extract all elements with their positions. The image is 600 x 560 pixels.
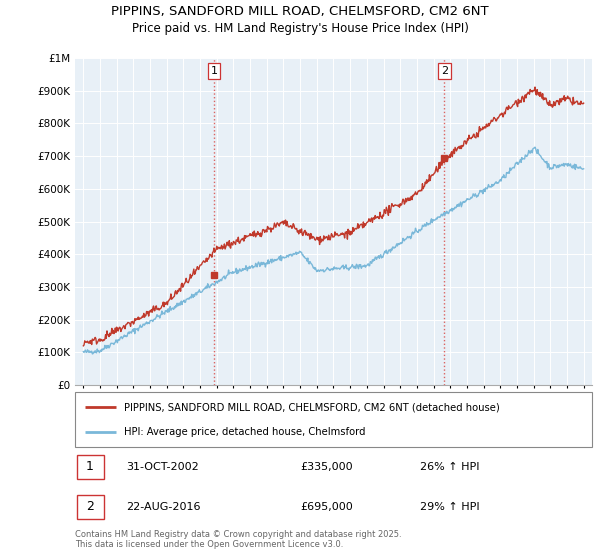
Text: 22-AUG-2016: 22-AUG-2016	[126, 502, 200, 512]
Text: 31-OCT-2002: 31-OCT-2002	[126, 462, 199, 472]
Text: £695,000: £695,000	[300, 502, 353, 512]
Text: £335,000: £335,000	[300, 462, 353, 472]
Text: 1: 1	[211, 66, 217, 76]
Text: 1: 1	[86, 460, 94, 474]
Text: PIPPINS, SANDFORD MILL ROAD, CHELMSFORD, CM2 6NT: PIPPINS, SANDFORD MILL ROAD, CHELMSFORD,…	[111, 5, 489, 18]
Text: 2: 2	[440, 66, 448, 76]
Text: PIPPINS, SANDFORD MILL ROAD, CHELMSFORD, CM2 6NT (detached house): PIPPINS, SANDFORD MILL ROAD, CHELMSFORD,…	[124, 403, 500, 412]
Text: 29% ↑ HPI: 29% ↑ HPI	[420, 502, 479, 512]
Text: Price paid vs. HM Land Registry's House Price Index (HPI): Price paid vs. HM Land Registry's House …	[131, 22, 469, 35]
Text: Contains HM Land Registry data © Crown copyright and database right 2025.
This d: Contains HM Land Registry data © Crown c…	[75, 530, 401, 549]
Text: 26% ↑ HPI: 26% ↑ HPI	[420, 462, 479, 472]
Text: HPI: Average price, detached house, Chelmsford: HPI: Average price, detached house, Chel…	[124, 427, 365, 437]
Text: 2: 2	[86, 501, 94, 514]
